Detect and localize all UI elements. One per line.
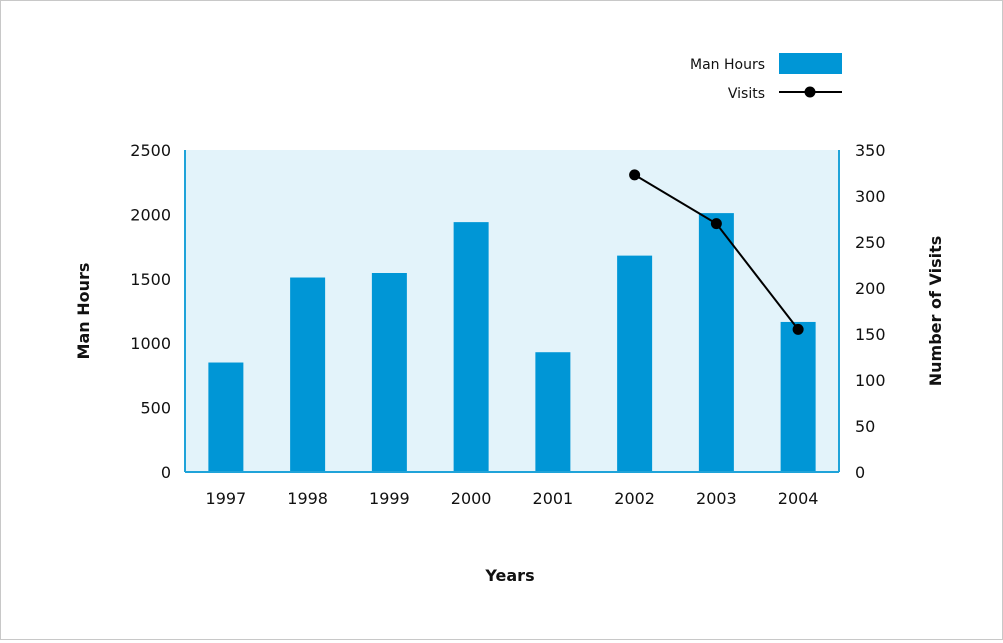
x-tick-label: 1999 xyxy=(369,489,410,508)
x-tick-label: 1998 xyxy=(287,489,328,508)
x-axis-title: Years xyxy=(484,566,534,585)
y-tick-label: 0 xyxy=(161,463,171,482)
y2-axis-title: Number of Visits xyxy=(926,236,945,387)
y2-tick-label: 50 xyxy=(855,417,875,436)
x-tick-label: 2001 xyxy=(533,489,574,508)
y-tick-label: 500 xyxy=(140,399,171,418)
y2-tick-label: 300 xyxy=(855,187,886,206)
y2-tick-label: 350 xyxy=(855,141,886,160)
x-tick-labels: 1997 1998 1999 2000 2001 2002 2003 2004 xyxy=(206,489,819,508)
legend-man-hours-swatch xyxy=(779,53,842,74)
bar-1998 xyxy=(290,277,326,472)
legend-visits-label: Visits xyxy=(728,86,765,102)
x-tick-label: 2002 xyxy=(614,489,655,508)
bar-1997 xyxy=(208,362,244,472)
y-axis-title: Man Hours xyxy=(74,263,93,360)
x-tick-label: 2003 xyxy=(696,489,737,508)
bar-1999 xyxy=(371,273,407,472)
bars-group xyxy=(208,213,816,472)
legend: Man Hours Visits xyxy=(690,53,842,102)
visits-point-2002 xyxy=(629,169,641,181)
bar-2004 xyxy=(780,321,816,472)
y2-tick-label: 200 xyxy=(855,279,886,298)
y2-tick-label: 100 xyxy=(855,371,886,390)
y-tick-labels: 0 500 1000 1500 2000 2500 xyxy=(130,141,171,482)
bar-2002 xyxy=(617,255,653,472)
y2-tick-label: 150 xyxy=(855,325,886,344)
plot-area xyxy=(185,150,839,472)
x-tick-label: 1997 xyxy=(206,489,247,508)
legend-visits-marker xyxy=(804,86,816,98)
y2-tick-label: 250 xyxy=(855,233,886,252)
y-tick-label: 1000 xyxy=(130,334,171,353)
y-tick-label: 2000 xyxy=(130,205,171,224)
y-tick-label: 1500 xyxy=(130,270,171,289)
y-tick-label: 2500 xyxy=(130,141,171,160)
legend-man-hours-label: Man Hours xyxy=(690,57,765,73)
y2-tick-label: 0 xyxy=(855,463,865,482)
y2-tick-labels: 0 50 100 150 200 250 300 350 xyxy=(855,141,886,482)
visits-point-2003 xyxy=(710,218,722,230)
visits-point-2004 xyxy=(792,323,804,335)
bar-2003 xyxy=(698,213,734,472)
bar-2000 xyxy=(453,222,489,472)
bar-2001 xyxy=(535,352,571,472)
x-tick-label: 2004 xyxy=(778,489,819,508)
x-tick-label: 2000 xyxy=(451,489,492,508)
visits-line-group xyxy=(629,169,804,335)
